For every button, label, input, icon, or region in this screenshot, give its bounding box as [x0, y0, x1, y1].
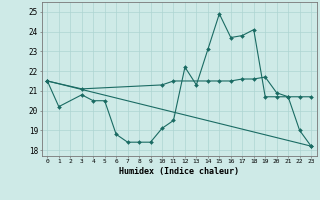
X-axis label: Humidex (Indice chaleur): Humidex (Indice chaleur)	[119, 167, 239, 176]
